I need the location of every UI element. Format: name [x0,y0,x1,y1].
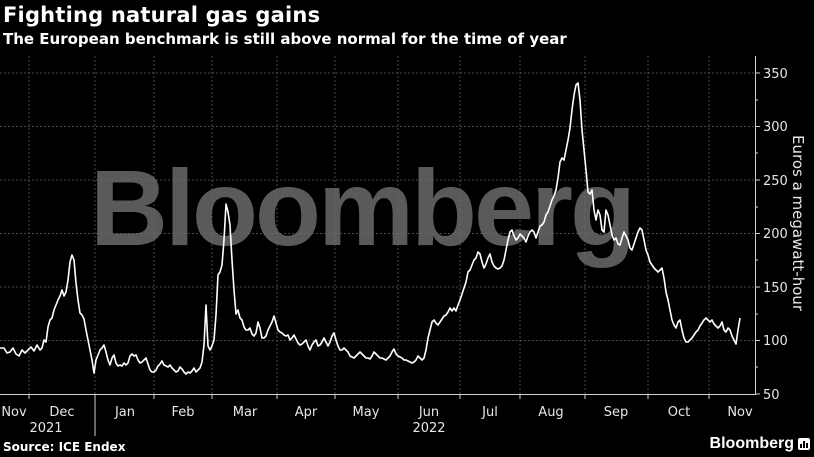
source-note: Source: ICE Endex [3,440,126,454]
x-tick-feb: Feb [171,405,194,420]
horizontal-gridlines [0,72,755,341]
chart-subtitle: The European benchmark is still above no… [3,30,567,48]
bloomberg-watermark: Bloomberg [90,147,633,268]
x-tick-nov-2021: Nov [1,405,27,420]
bloomberg-brand: Bloomberg [710,435,810,453]
brand-name: Bloomberg [709,435,794,452]
x-tick-marks [28,395,710,436]
bloomberg-chart-icon [798,438,810,450]
x-tick-aug: Aug [538,405,563,420]
y-tick-200: 200 [763,227,788,242]
y-tick-150: 150 [763,281,788,296]
x-year-2022: 2022 [412,421,445,436]
x-year-2021: 2021 [29,421,62,436]
y-tick-350: 350 [763,67,788,82]
x-tick-apr: Apr [295,405,318,420]
x-tick-may: May [353,405,380,420]
x-tick-jun: Jun [418,405,439,420]
y-tick-300: 300 [763,120,788,135]
y-axis-title: Euros a megawatt-hour [789,135,807,312]
x-tick-mar: Mar [233,405,258,420]
y-tick-marks [755,72,760,395]
y-tick-250: 250 [763,174,788,189]
x-tick-jan: Jan [114,405,135,420]
price-line [0,82,741,375]
x-tick-dec: Dec [49,405,74,420]
y-tick-50: 50 [763,388,780,403]
x-tick-labels: Nov Dec Jan Feb Mar Apr May Jun Jul Aug … [1,405,753,436]
y-tick-100: 100 [763,334,788,349]
x-tick-sep: Sep [604,405,629,420]
x-tick-oct: Oct [668,405,690,420]
x-tick-nov-2022: Nov [727,405,753,420]
x-tick-jul: Jul [481,405,498,420]
chart-title: Fighting natural gas gains [3,3,321,27]
y-tick-labels: 350 300 250 200 150 100 50 [763,67,788,403]
